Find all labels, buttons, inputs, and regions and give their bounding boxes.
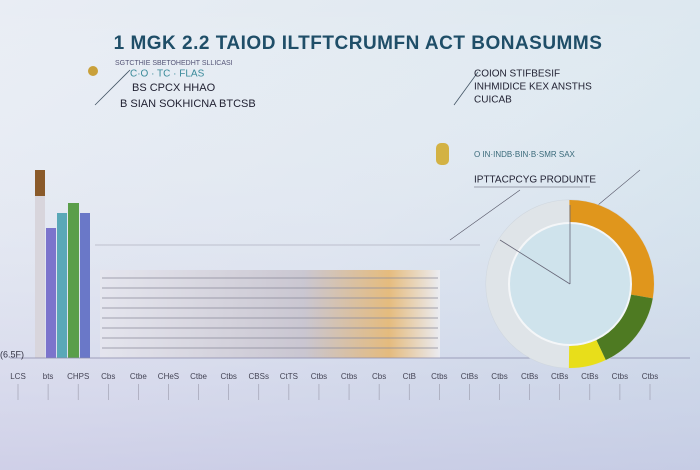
right-line: COION STIFBESIF	[474, 69, 560, 80]
left-line: BS CPCX HHAO	[132, 82, 216, 94]
donut	[485, 199, 655, 369]
bar-cap	[35, 170, 45, 196]
bar	[80, 213, 90, 358]
leader	[453, 71, 479, 106]
right-line: CUICAB	[474, 95, 512, 106]
token	[436, 143, 449, 165]
donut-arc	[486, 200, 654, 368]
left-line: SGTCTHIE SBETOHEDHT SLLICASI	[115, 60, 233, 67]
axis-label: Ctbe	[190, 372, 207, 381]
left-line: B SIAN SOKHICNA BTCSB	[120, 98, 256, 110]
axis-label: Cbs	[101, 372, 115, 381]
axis-labels: LCS bts CHPS Cbs Ctbe CHeS Ctbe Ctbs CBSs CtTS Ctb…	[10, 372, 658, 400]
axis-label: CtBs	[461, 372, 478, 381]
bar	[68, 203, 79, 358]
bar	[57, 213, 67, 358]
axis-label: CtB	[403, 372, 416, 381]
axis-label: bts	[43, 372, 54, 381]
bar	[46, 228, 56, 358]
axis-label: CHeS	[158, 372, 179, 381]
leader	[94, 69, 131, 106]
axis-label: LCS	[10, 372, 26, 381]
axis-label: CtBs	[521, 372, 538, 381]
axis-label: Ctbs	[341, 372, 357, 381]
dot	[88, 66, 98, 76]
axis-label: Ctbs	[491, 372, 507, 381]
mid-line: O IN·INDB·BIN·B·SMR SAX	[474, 150, 576, 159]
axis-label: Ctbs	[431, 372, 447, 381]
axis-label: CHPS	[67, 372, 89, 381]
axis-label: CBSs	[249, 372, 269, 381]
panel	[100, 270, 440, 358]
title: 1 MGK 2.2 TAIOD ILTFTCRUMFN ACT BONASUMM…	[114, 33, 603, 54]
right-line: INHMIDICE KEX ANSTHS	[474, 82, 592, 93]
axis-label: Ctbs	[642, 372, 658, 381]
axis-label: CtBs	[581, 372, 598, 381]
axis-label: Ctbs	[220, 372, 236, 381]
axis-label: Ctbe	[130, 372, 147, 381]
bar	[35, 170, 45, 358]
axis-label: CtTS	[280, 372, 298, 381]
panel-stripes	[102, 277, 438, 349]
axis-label: CtBs	[551, 372, 568, 381]
mid-line: IPTTACPCYG PRODUNTE	[474, 175, 596, 186]
leader	[449, 189, 521, 241]
axis-label: Ctbs	[612, 372, 628, 381]
pointer	[499, 239, 571, 285]
y-label: (6.5F)	[0, 349, 24, 359]
left-line: C·O · TC · FLAS	[130, 69, 205, 80]
axis-label: Ctbs	[311, 372, 327, 381]
bars	[35, 170, 90, 358]
axis-label: Cbs	[372, 372, 386, 381]
